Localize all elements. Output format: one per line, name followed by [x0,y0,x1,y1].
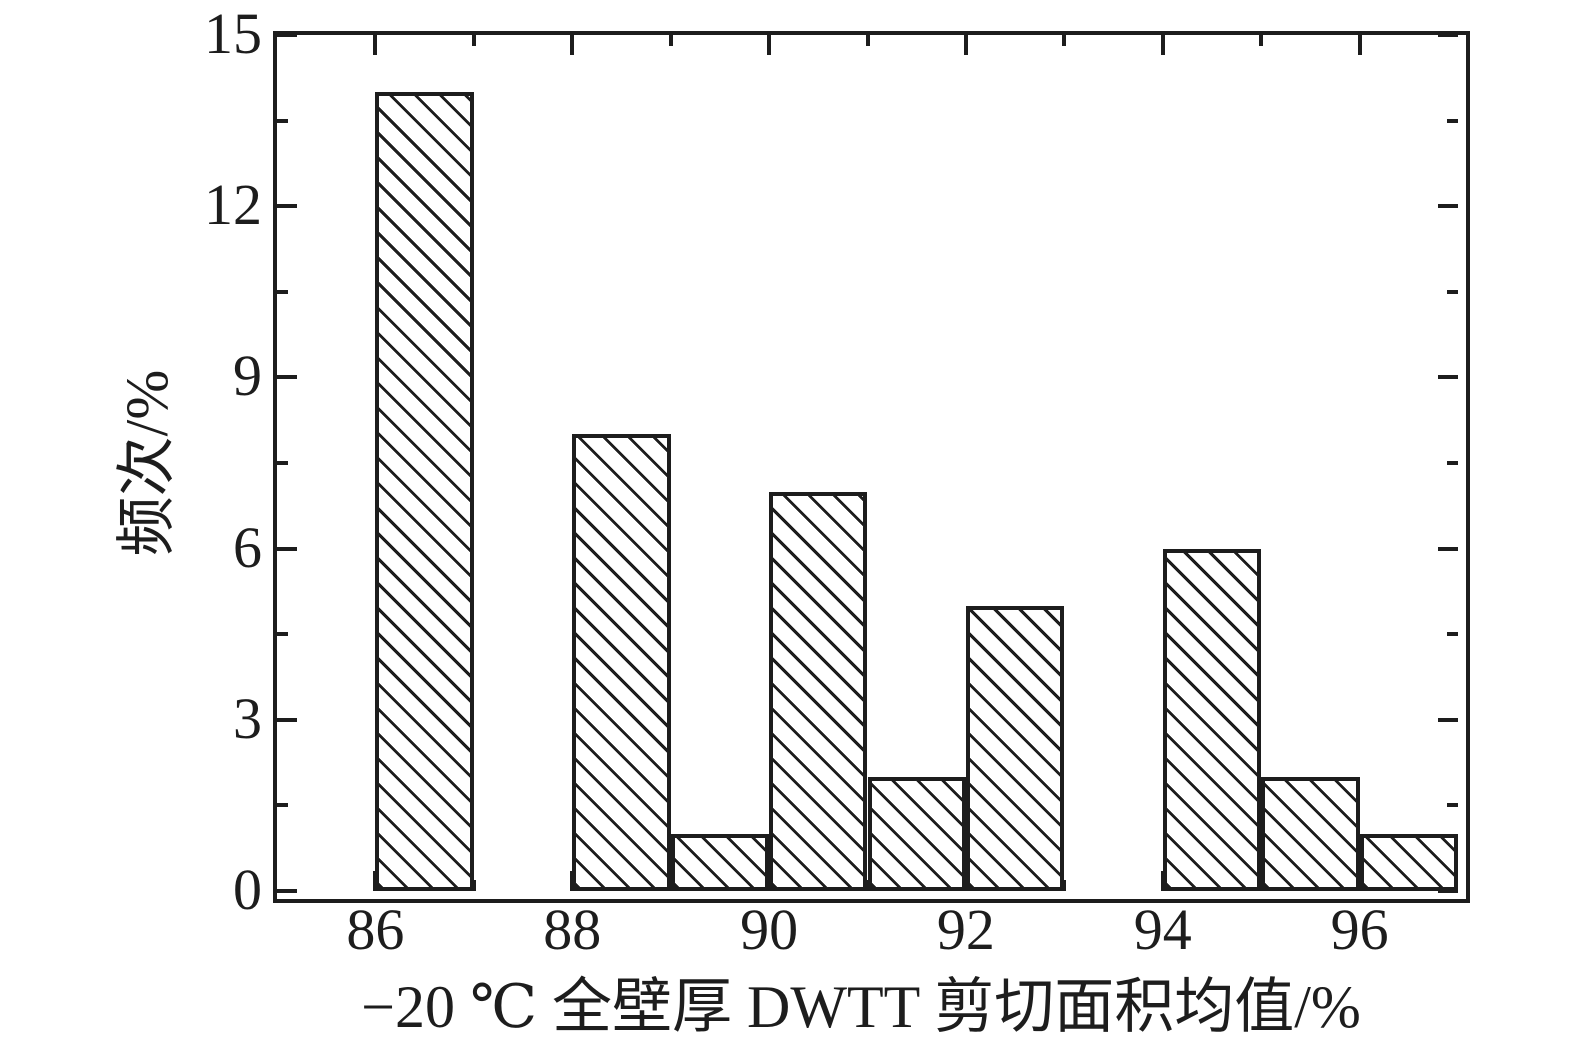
x-axis-tick [865,880,870,891]
y-tick-label: 3 [233,685,262,751]
x-axis-tick [570,871,575,891]
x-axis-tick [373,35,378,55]
y-axis-tick [277,632,288,637]
x-tick-label: 96 [1330,897,1389,962]
histogram-bar [572,434,671,891]
y-axis-tick [1438,375,1458,380]
y-axis-tick [1447,461,1458,465]
x-tick-label: 92 [936,897,995,962]
x-axis-title: −20 ℃ 全壁厚 DWTT 剪切面积均值/% [361,974,1361,1040]
x-tick-label: 88 [543,897,602,962]
histogram-bar [1261,776,1360,891]
x-tick-label: 94 [1133,897,1192,962]
x-axis-tick [373,871,378,891]
x-axis-tick [471,880,476,891]
y-axis-tick [277,546,297,551]
y-axis-tick [1447,289,1458,294]
x-axis-tick [1160,35,1165,55]
histogram-bar [1162,548,1262,891]
x-axis-tick [1259,35,1264,46]
histogram-bar [670,833,770,891]
y-axis-tick [1438,889,1458,893]
y-tick-label: 15 [204,0,262,66]
histogram-bar [375,92,474,891]
x-axis-tick [767,35,772,55]
y-axis-tick [277,204,297,209]
x-axis-tick [668,35,673,46]
x-axis-tick [1062,35,1067,46]
x-axis-tick [1259,880,1264,891]
y-tick-label: 0 [233,856,262,922]
y-axis-tick [1438,546,1458,551]
y-axis-tick [277,375,297,380]
y-tick-label: 12 [204,172,262,238]
y-axis-tick [277,461,288,465]
x-axis-tick [570,35,575,55]
y-axis-tick [277,289,288,294]
y-axis-tick [277,717,297,722]
y-axis-tick [277,803,288,808]
y-axis-tick [277,118,288,123]
x-axis-tick [668,880,673,891]
plot-inner [277,33,1458,893]
y-axis-tick [1438,204,1458,209]
y-tick-label: 9 [233,343,262,409]
x-axis-tick [1160,871,1165,891]
y-axis-tick [1438,33,1458,37]
y-axis-tick [1447,118,1458,123]
x-axis-tick [963,871,968,891]
y-axis-tick [1447,803,1458,808]
y-tick-label: 6 [233,514,262,580]
histogram-bar [965,605,1065,891]
x-axis-tick [1357,871,1362,891]
x-axis-tick [767,871,772,891]
histogram-bar [769,491,868,891]
y-axis-tick [277,33,297,37]
x-axis-tick [963,35,968,55]
y-axis-tick [277,889,297,893]
histogram-bar [867,776,966,891]
histogram-bar [1359,833,1458,891]
y-axis-tick [1447,632,1458,637]
x-tick-label: 86 [346,897,405,962]
x-axis-tick [865,35,870,46]
x-axis-tick [1062,880,1067,891]
x-axis-tick [1357,35,1362,55]
x-axis-tick [471,35,476,46]
plot-area [273,31,1470,903]
y-axis-tick [1438,717,1458,722]
x-tick-label: 90 [740,897,799,962]
